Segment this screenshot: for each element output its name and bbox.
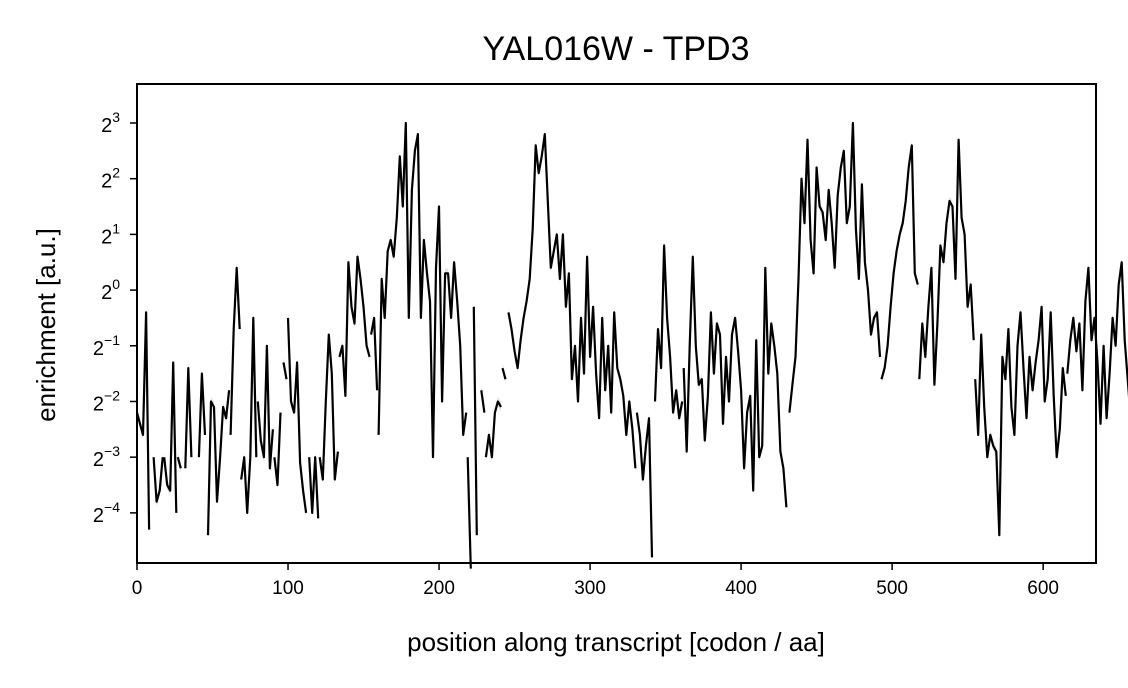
x-tick-label: 100: [272, 578, 304, 599]
enrichment-line-segment: [788, 121, 882, 413]
enrichment-line-segment: [480, 390, 486, 413]
x-tick-label: 600: [1027, 578, 1059, 599]
enrichment-line-layer: [135, 121, 1128, 569]
y-tick-label: 2−1: [93, 332, 120, 360]
enrichment-line-segment: [240, 316, 258, 515]
x-axis: 0 100 200 300 400 500 600: [132, 563, 1059, 599]
enrichment-line-segment: [256, 344, 274, 470]
enrichment-line-segment: [918, 138, 975, 386]
enrichment-line-segment: [1066, 261, 1128, 425]
enrichment-line-segment: [152, 457, 164, 503]
enrichment-line-segment: [176, 456, 182, 469]
enrichment-line-segment: [501, 367, 507, 380]
enrichment-line-segment: [377, 121, 468, 459]
y-tick-label: 2−4: [93, 499, 120, 527]
enrichment-line-segment: [229, 266, 241, 435]
y-tick-label: 22: [101, 165, 120, 193]
enrichment-line-segment: [653, 244, 684, 420]
x-tick-label: 200: [423, 578, 455, 599]
enrichment-line-segment: [308, 456, 320, 519]
plot-frame: [136, 83, 1097, 564]
enrichment-line-segment: [484, 400, 502, 459]
y-tick-label: 2−2: [93, 387, 120, 415]
chart-title: YAL016W - TPD3: [482, 30, 749, 68]
enrichment-line-segment: [466, 457, 472, 569]
y-axis-label: enrichment [a.u.]: [31, 228, 61, 422]
y-tick-label: 2−3: [93, 443, 120, 471]
enrichment-line-segment: [206, 390, 231, 536]
enrichment-line-segment: [880, 144, 919, 380]
enrichment-line-segment: [273, 412, 282, 487]
enrichment-line-segment: [338, 255, 371, 397]
enrichment-line-segment: [282, 362, 288, 380]
enrichment-line-segment: [197, 372, 207, 458]
x-tick-label: 0: [132, 578, 143, 599]
enrichment-line-segment: [507, 133, 637, 469]
y-tick-label: 23: [101, 109, 120, 137]
enrichment-line-segment: [163, 361, 178, 513]
confidence-band: [683, 251, 787, 513]
enrichment-line-segment: [472, 306, 478, 536]
enrichment-line-segment: [974, 305, 1067, 537]
plot-area: [135, 83, 1128, 574]
enrichment-line-segment: [370, 316, 379, 391]
enrichment-line-segment: [286, 317, 308, 514]
x-tick-label: 300: [574, 578, 606, 599]
confidence-band-layer: [137, 118, 1128, 574]
x-axis-label: position along transcript [codon / aa]: [407, 627, 825, 657]
enrichment-line-segment: [318, 333, 339, 481]
y-tick-label: 20: [101, 276, 120, 304]
enrichment-line-segment: [135, 311, 151, 530]
y-axis: 2−4 2−3 2−2 2−1 20 21 22 23: [93, 109, 137, 527]
enrichment-line-segment: [635, 412, 654, 558]
enrichment-line-segment: [682, 255, 788, 508]
x-tick-label: 400: [725, 578, 757, 599]
y-tick-label: 21: [101, 220, 120, 248]
x-tick-label: 500: [876, 578, 908, 599]
enrichment-line-segment: [184, 367, 193, 469]
